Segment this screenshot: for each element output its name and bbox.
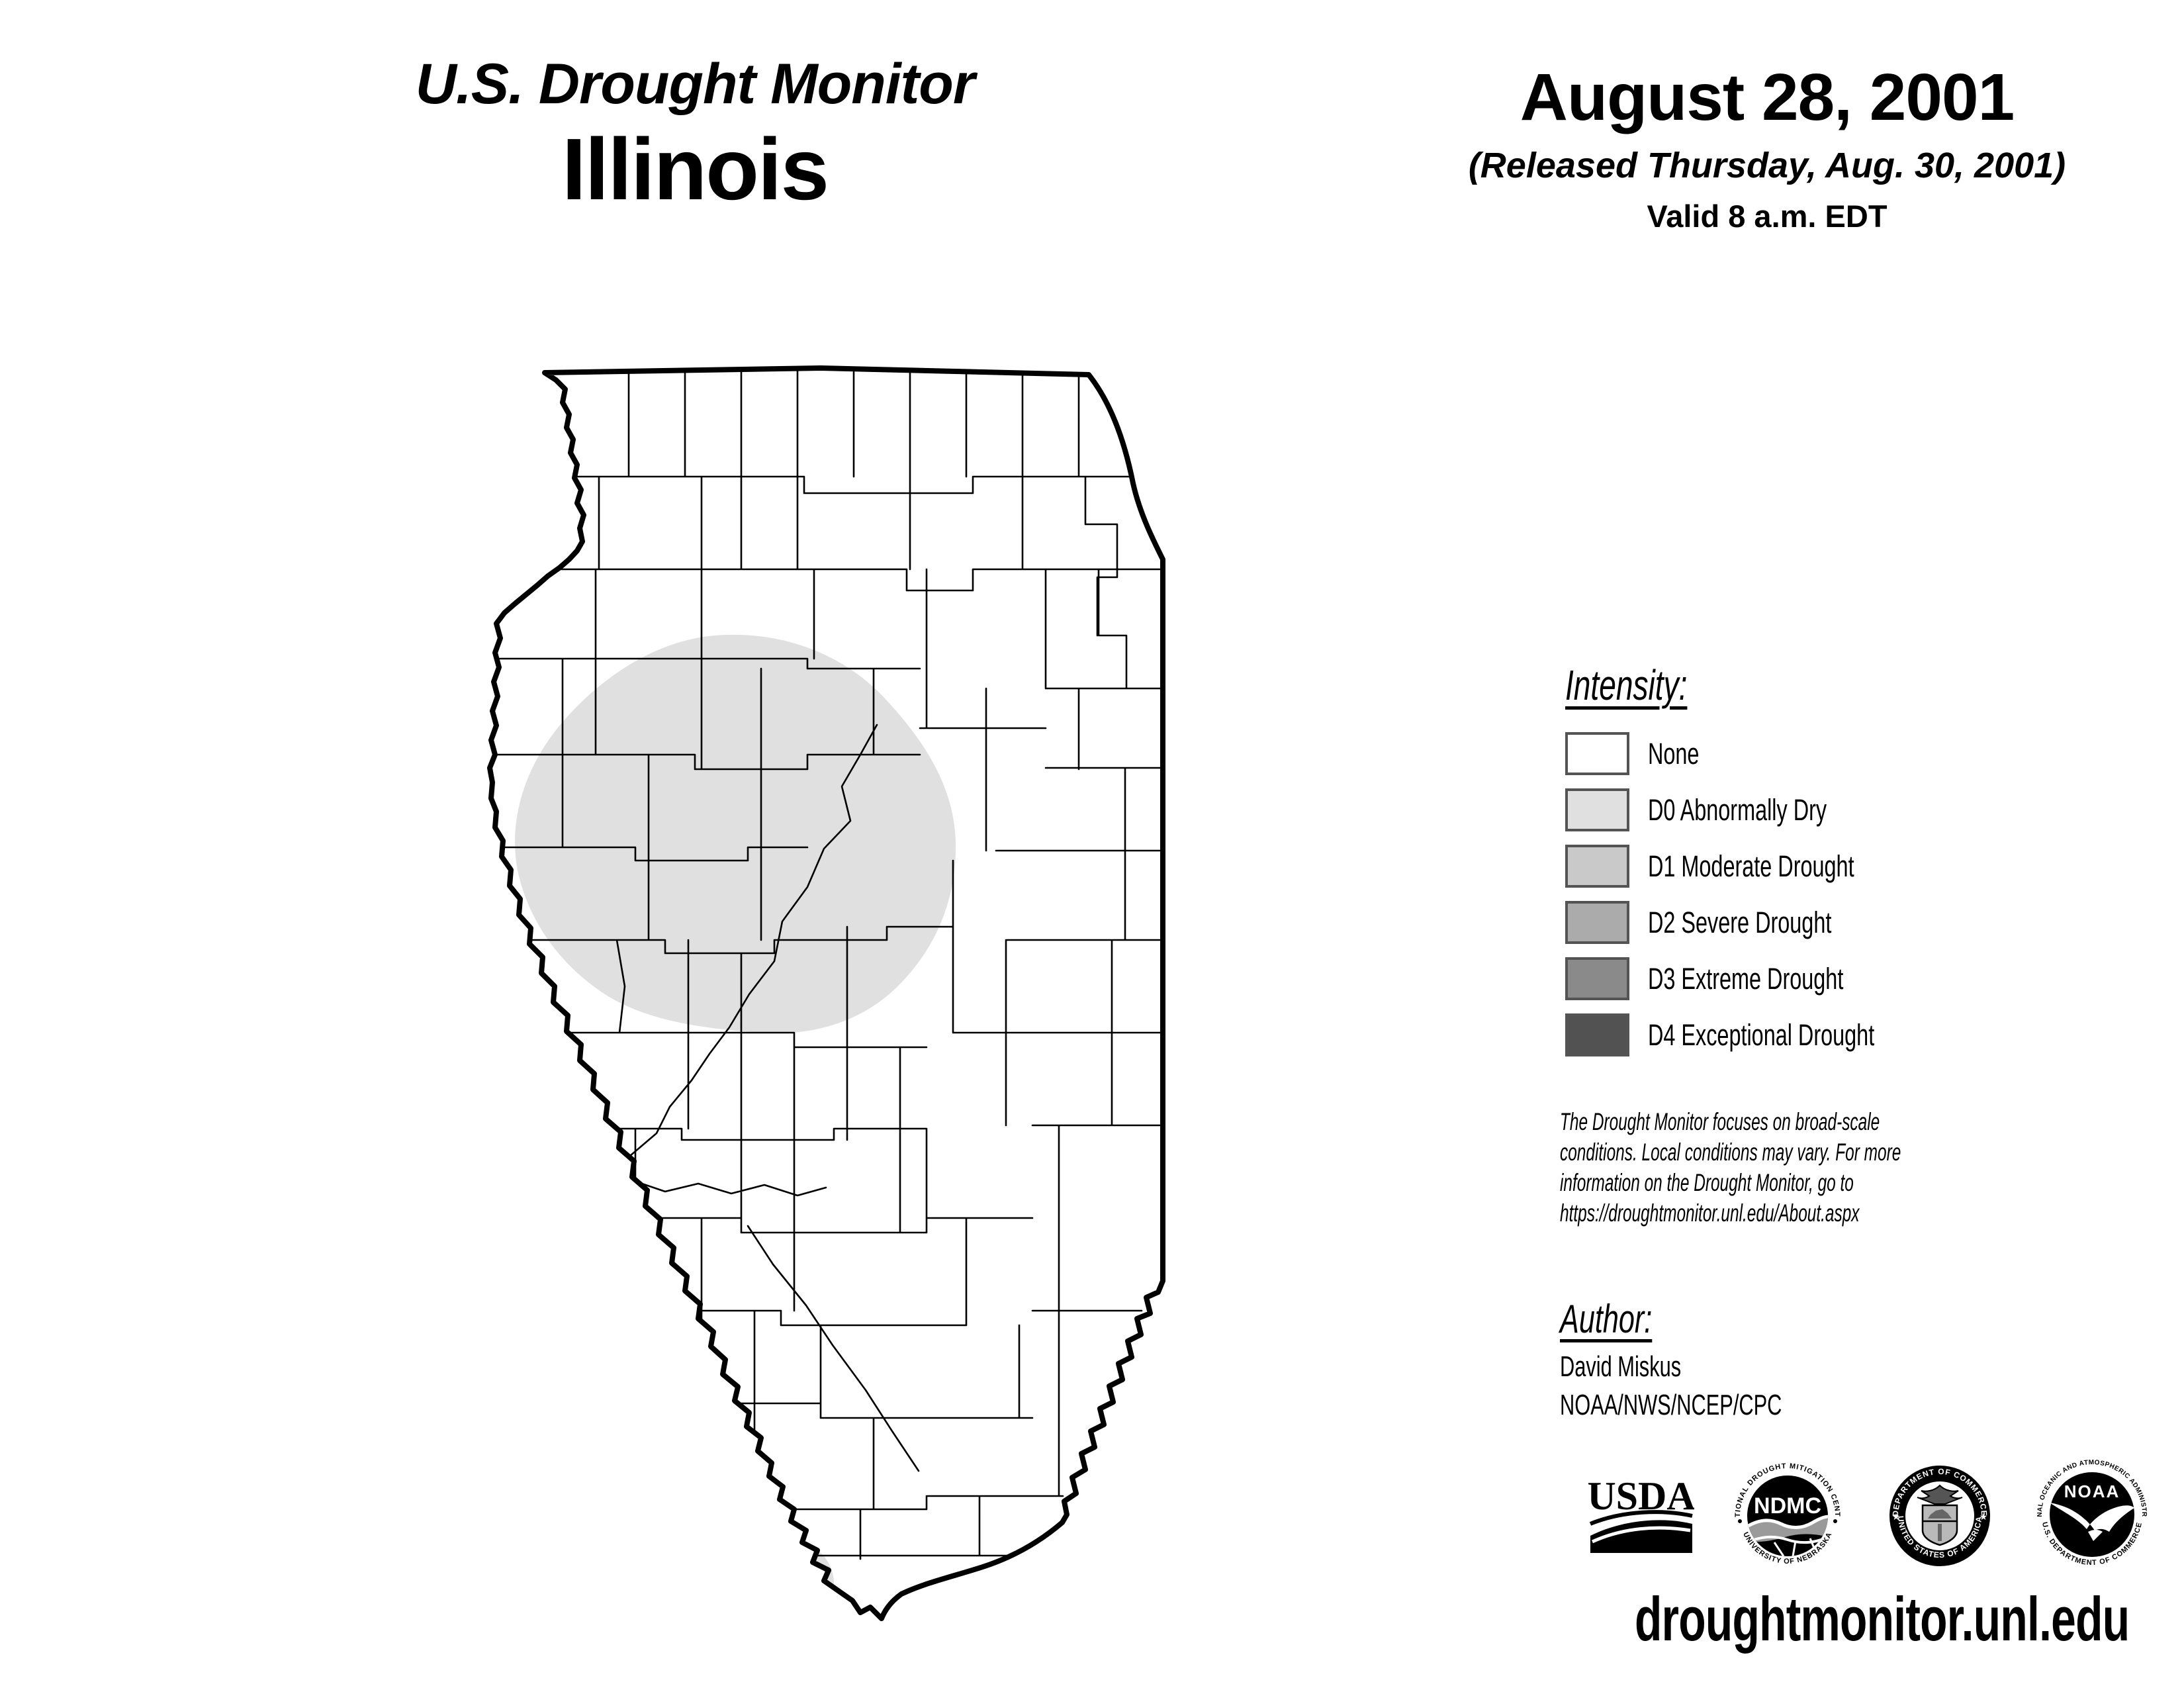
ndmc-logo: NDMC NATIONAL DROUGHT MITIGATION CENTER … [1734,1462,1841,1566]
legend-heading: Intensity: [1565,661,1688,709]
legend: None D0 Abnormally Dry D1 Moderate Droug… [1565,732,1962,1070]
legend-row-d4: D4 Exceptional Drought [1565,1013,1962,1056]
ndmc-dot-right [1833,1519,1837,1523]
droughtmonitor-url: droughtmonitor.unl.edu [1635,1584,2130,1654]
noaa-gull-tail [2088,1530,2103,1541]
noaa-disc [2050,1472,2134,1557]
disclaimer-line: The Drought Monitor focuses on broad-sca… [1560,1108,1880,1135]
legend-label: D3 Extreme Drought [1648,961,1844,996]
usda-swoosh-stripe [1591,1526,1691,1544]
ndmc-wave-white [1747,1515,1828,1529]
usda-logo: USDA [1588,1477,1694,1553]
illinois-drought-map [487,365,1165,1621]
legend-row-d2: D2 Severe Drought [1565,901,1962,944]
author-affiliation: NOAA/NWS/NCEP/CPC [1560,1389,1782,1421]
county-borders [490,369,1163,1560]
disclaimer-text: The Drought Monitor focuses on broad-sca… [1560,1107,2077,1229]
legend-swatch-d1 [1565,845,1629,888]
legend-label: D0 Abnormally Dry [1648,792,1827,827]
ndmc-wordmark: NDMC [1754,1493,1821,1519]
usda-swoosh-line [1589,1510,1693,1526]
legend-row-d1: D1 Moderate Drought [1565,845,1962,888]
legend-row-none: None [1565,732,1962,775]
state-outline [487,365,1165,1621]
legend-label: D2 Severe Drought [1648,905,1832,939]
doc-lighthouse [1938,1524,1942,1541]
doc-seal-logo: DEPARTMENT OF COMMERCE UNITED STATES OF … [1889,1466,1990,1566]
legend-row-d3: D3 Extreme Drought [1565,957,1962,1000]
author-heading: Author: [1560,1297,1653,1341]
legend-row-d0: D0 Abnormally Dry [1565,788,1962,831]
legend-label: D1 Moderate Drought [1648,849,1854,883]
doc-ship [1928,1509,1952,1519]
doc-eagle [1917,1484,1963,1505]
legend-swatch-d3 [1565,957,1629,1000]
legend-swatch-d4 [1565,1013,1629,1056]
doc-star-left: ★ [1892,1511,1901,1522]
release-date: (Released Thursday, Aug. 30, 2001) [1468,146,2066,185]
noaa-gull [2050,1503,2134,1532]
state-title: Illinois [561,120,829,218]
legend-swatch-none [1565,732,1629,775]
d0-region-west-central [515,634,956,1033]
page-title: U.S. Drought Monitor [415,52,976,116]
legend-swatch-d2 [1565,901,1629,944]
legend-label: D4 Exceptional Drought [1648,1017,1875,1052]
author-name: David Miskus [1560,1350,1682,1383]
map-date: August 28, 2001 [1520,60,2015,134]
disclaimer-line: conditions. Local conditions may vary. F… [1560,1139,1901,1166]
legend-label: None [1648,736,1700,771]
ndmc-wave-white2 [1747,1535,1828,1544]
ndmc-dot-left [1738,1519,1742,1523]
doc-star-right: ★ [1979,1511,1988,1522]
noaa-logo: NOAA NATIONAL OCEANIC AND ATMOSPHERIC AD… [2036,1459,2148,1567]
disclaimer-line: https://droughtmonitor.unl.edu/About.asp… [1560,1199,1860,1227]
legend-swatch-d0 [1565,788,1629,831]
noaa-wordmark: NOAA [2064,1481,2120,1501]
disclaimer-line: information on the Drought Monitor, go t… [1560,1169,1854,1196]
valid-time: Valid 8 a.m. EDT [1647,199,1888,234]
date-block: August 28, 2001 (Released Thursday, Aug.… [1423,60,2111,234]
